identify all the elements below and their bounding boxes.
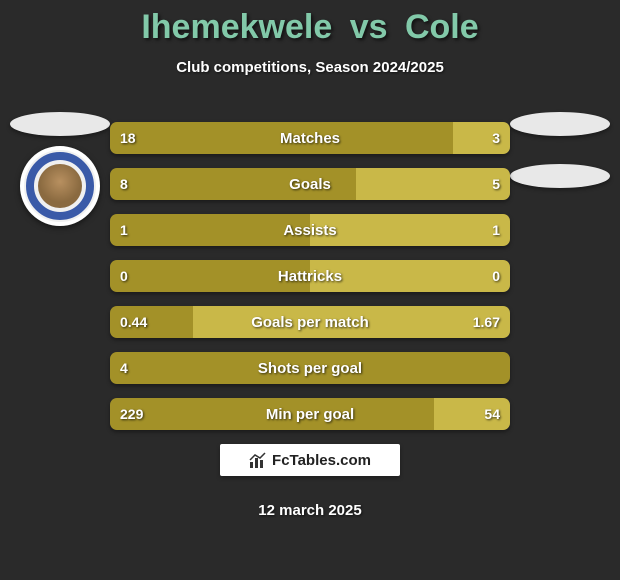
player2-name: Cole	[405, 8, 479, 46]
stat-label: Min per goal	[110, 398, 510, 430]
club-logo-left	[20, 146, 100, 226]
badge-left	[10, 112, 110, 226]
stat-label: Goals per match	[110, 306, 510, 338]
stat-label: Matches	[110, 122, 510, 154]
footer-brand-text: FcTables.com	[272, 452, 371, 469]
comparison-card: Ihemekwele vs Cole Club competitions, Se…	[0, 0, 620, 580]
stat-label: Goals	[110, 168, 510, 200]
badge-right	[510, 112, 610, 188]
stat-row: 22954Min per goal	[110, 398, 510, 430]
stat-row: 4Shots per goal	[110, 352, 510, 384]
stat-row: 85Goals	[110, 168, 510, 200]
player1-name: Ihemekwele	[141, 8, 332, 46]
footer-brand: FcTables.com	[220, 444, 400, 476]
stat-label: Shots per goal	[110, 352, 510, 384]
stat-label: Hattricks	[110, 260, 510, 292]
title: Ihemekwele vs Cole	[0, 0, 620, 47]
stat-row: 0.441.67Goals per match	[110, 306, 510, 338]
stat-label: Assists	[110, 214, 510, 246]
stat-bars: 183Matches 85Goals 11Assists 00Hattricks 0.4…	[110, 122, 510, 444]
chart-icon	[249, 451, 267, 469]
flag-ellipse-right-2	[510, 164, 610, 188]
stat-row: 11Assists	[110, 214, 510, 246]
vs-label: vs	[350, 8, 388, 46]
club-logo-inner	[38, 164, 82, 208]
footer-date: 12 march 2025	[0, 502, 620, 519]
flag-ellipse-right-1	[510, 112, 610, 136]
flag-ellipse-left	[10, 112, 110, 136]
subtitle: Club competitions, Season 2024/2025	[0, 59, 620, 76]
stat-row: 183Matches	[110, 122, 510, 154]
stat-row: 00Hattricks	[110, 260, 510, 292]
